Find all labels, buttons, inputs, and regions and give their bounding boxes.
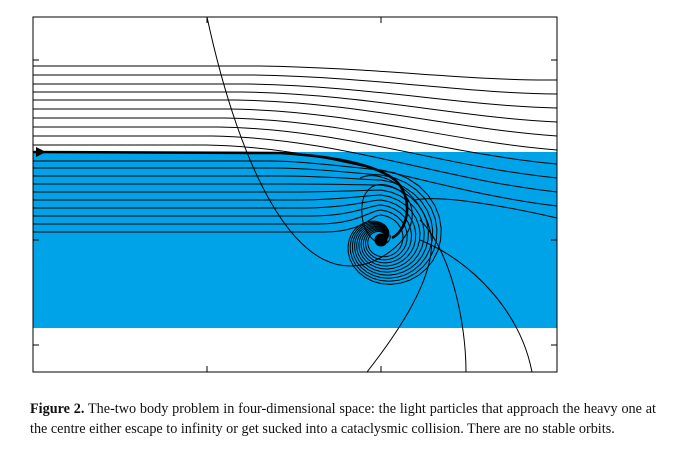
capture-trajectory [33, 189, 425, 273]
escape-trajectory [33, 117, 557, 165]
escape-trajectory [33, 126, 557, 179]
escape-trajectory [33, 135, 557, 193]
outer-trajectory-right [419, 219, 467, 372]
outer-trajectory-lower [359, 175, 432, 372]
axis-ticks [33, 17, 557, 372]
capture-trajectory [33, 167, 438, 282]
escape-trajectory [33, 65, 557, 81]
heavy-mass-body [374, 233, 388, 247]
escape-trajectory [33, 91, 557, 123]
capture-trajectory [33, 175, 434, 279]
capture-trajectory [33, 194, 421, 270]
escape-trajectory [33, 108, 557, 151]
capture-trajectory [33, 183, 429, 276]
outer-trajectory-left [206, 17, 413, 267]
figure-caption: Figure 2. The-two body problem in four-d… [30, 400, 656, 439]
capture-trajectory [33, 204, 413, 264]
escape-trajectory [33, 83, 557, 109]
captured-trajectories [33, 160, 442, 285]
trajectory-start-arrow-icon [36, 147, 46, 157]
caption-text: The-two body problem in four-dimensional… [30, 401, 657, 437]
outer-trajectory-far-right [414, 198, 557, 219]
plot-frame [32, 16, 558, 373]
capture-trajectory [33, 160, 442, 285]
escape-trajectory [33, 99, 557, 137]
capture-trajectory [33, 209, 408, 261]
orbit-figure [32, 16, 558, 373]
outer-trajectory-right-2 [419, 239, 533, 372]
capture-trajectory [33, 199, 417, 267]
capture-band [33, 152, 557, 328]
escape-trajectory [33, 74, 557, 95]
capture-trajectory [33, 214, 404, 258]
caption-label: Figure 2. [30, 401, 85, 417]
highlighted-trajectory [32, 150, 409, 240]
